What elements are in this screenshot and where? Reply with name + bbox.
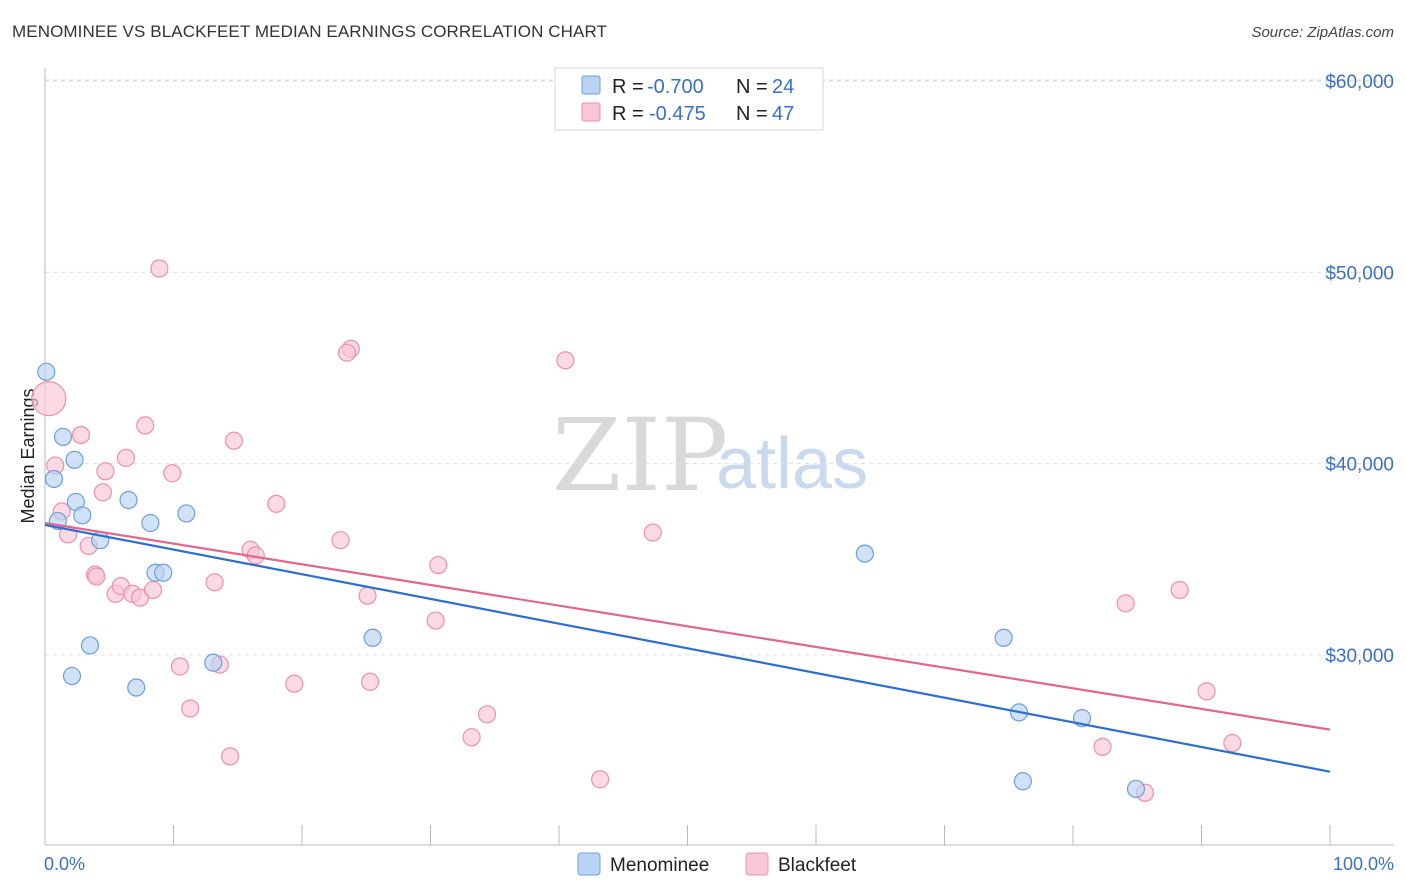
y-tick-label-40000: $40,000 — [1325, 455, 1394, 476]
menominee-point — [62, 666, 82, 686]
y-axis-label: Median Earnings — [18, 388, 38, 523]
blackfeet-point — [429, 555, 448, 575]
blackfeet-point — [93, 483, 112, 502]
legend-r-value-menominee: -0.700 — [647, 76, 704, 98]
blackfeet-point — [1197, 682, 1216, 701]
menominee-point — [80, 636, 100, 655]
bottom-legend-label-blackfeet: Blackfeet — [778, 855, 857, 876]
blackfeet-point — [591, 770, 610, 789]
blackfeet-point — [267, 494, 286, 513]
blackfeet-point — [224, 431, 243, 450]
menominee-point — [65, 450, 84, 469]
blackfeet-point — [1223, 733, 1242, 753]
blackfeet-point — [426, 611, 445, 630]
blackfeet-point — [220, 747, 240, 766]
menominee-point — [44, 469, 64, 489]
y-tick-label-60000: $60,000 — [1325, 72, 1394, 93]
trend-line-menominee — [44, 523, 1331, 773]
blackfeet-point — [31, 381, 67, 417]
legend-n-label-blackfeet: N = — [736, 103, 768, 125]
blackfeet-point — [116, 448, 136, 468]
legend-swatch-menominee — [581, 75, 601, 95]
blackfeet-point — [285, 674, 304, 693]
menominee-point — [37, 362, 56, 381]
trend-line-blackfeet — [44, 521, 1331, 731]
blackfeet-point — [358, 586, 377, 605]
legend-n-label-menominee: N = — [736, 76, 768, 98]
blackfeet-point — [361, 672, 380, 691]
blackfeet-point — [143, 580, 163, 600]
menominee-point — [994, 628, 1013, 647]
blackfeet-point — [1116, 594, 1135, 613]
blackfeet-point — [477, 705, 497, 724]
watermark-zip: ZIP — [552, 397, 728, 514]
trend-lines — [44, 521, 1331, 773]
blackfeet-point — [150, 259, 169, 278]
blackfeet-point — [181, 699, 200, 718]
legend-swatch-blackfeet — [581, 102, 601, 122]
x-ticks — [44, 825, 1331, 845]
blackfeet-point — [337, 343, 357, 362]
source-label: Source: ZipAtlas.com — [1251, 24, 1394, 41]
y-tick-label-30000: $30,000 — [1325, 646, 1394, 667]
x-tick-label-right: 100.0% — [1333, 854, 1394, 874]
series-blackfeet-points — [31, 259, 1242, 802]
blackfeet-point — [87, 567, 106, 586]
bottom-legend-label-menominee: Menominee — [610, 855, 709, 876]
menominee-point — [154, 563, 173, 582]
menominee-point — [177, 504, 196, 523]
chart-title: MENOMINEE VS BLACKFEET MEDIAN EARNINGS C… — [12, 22, 608, 41]
menominee-point — [1126, 779, 1146, 799]
blackfeet-point — [136, 416, 155, 435]
blackfeet-point — [1093, 737, 1112, 756]
legend-n-value-menominee: 24 — [772, 76, 794, 98]
grid-lines — [45, 79, 1394, 656]
axes — [44, 68, 1394, 846]
blackfeet-point — [556, 351, 575, 370]
bottom-legend-swatch-blackfeet — [745, 852, 769, 876]
blackfeet-point — [163, 464, 182, 483]
menominee-point — [73, 506, 92, 525]
blackfeet-point — [71, 425, 91, 445]
series-menominee-points — [37, 362, 1146, 799]
series-legend: Menominee Blackfeet — [577, 852, 857, 876]
blackfeet-point — [170, 657, 190, 676]
blackfeet-point — [1170, 580, 1189, 600]
blackfeet-point — [462, 728, 481, 747]
blackfeet-point — [331, 531, 350, 550]
legend-r-value-blackfeet: -0.475 — [649, 103, 706, 125]
stats-legend: R = -0.700 N = 24 R = -0.475 N = 47 — [554, 67, 824, 131]
menominee-point — [855, 544, 874, 563]
menominee-point — [141, 513, 160, 533]
menominee-point — [53, 427, 73, 446]
menominee-point — [127, 678, 146, 697]
bottom-legend-swatch-menominee — [577, 852, 601, 876]
blackfeet-point — [205, 573, 224, 592]
y-tick-labels: $30,000 $40,000 $50,000 $60,000 — [1325, 72, 1394, 667]
menominee-point — [363, 628, 382, 647]
menominee-point — [1013, 772, 1032, 791]
menominee-point — [204, 653, 223, 672]
blackfeet-point — [643, 523, 662, 542]
legend-r-label-menominee: R = — [612, 76, 644, 98]
legend-r-label-blackfeet: R = — [612, 103, 644, 125]
x-tick-label-left: 0.0% — [44, 854, 85, 874]
legend-n-value-blackfeet: 47 — [772, 103, 794, 125]
y-tick-label-50000: $50,000 — [1325, 263, 1394, 284]
blackfeet-point — [96, 462, 115, 481]
menominee-point — [119, 490, 138, 510]
